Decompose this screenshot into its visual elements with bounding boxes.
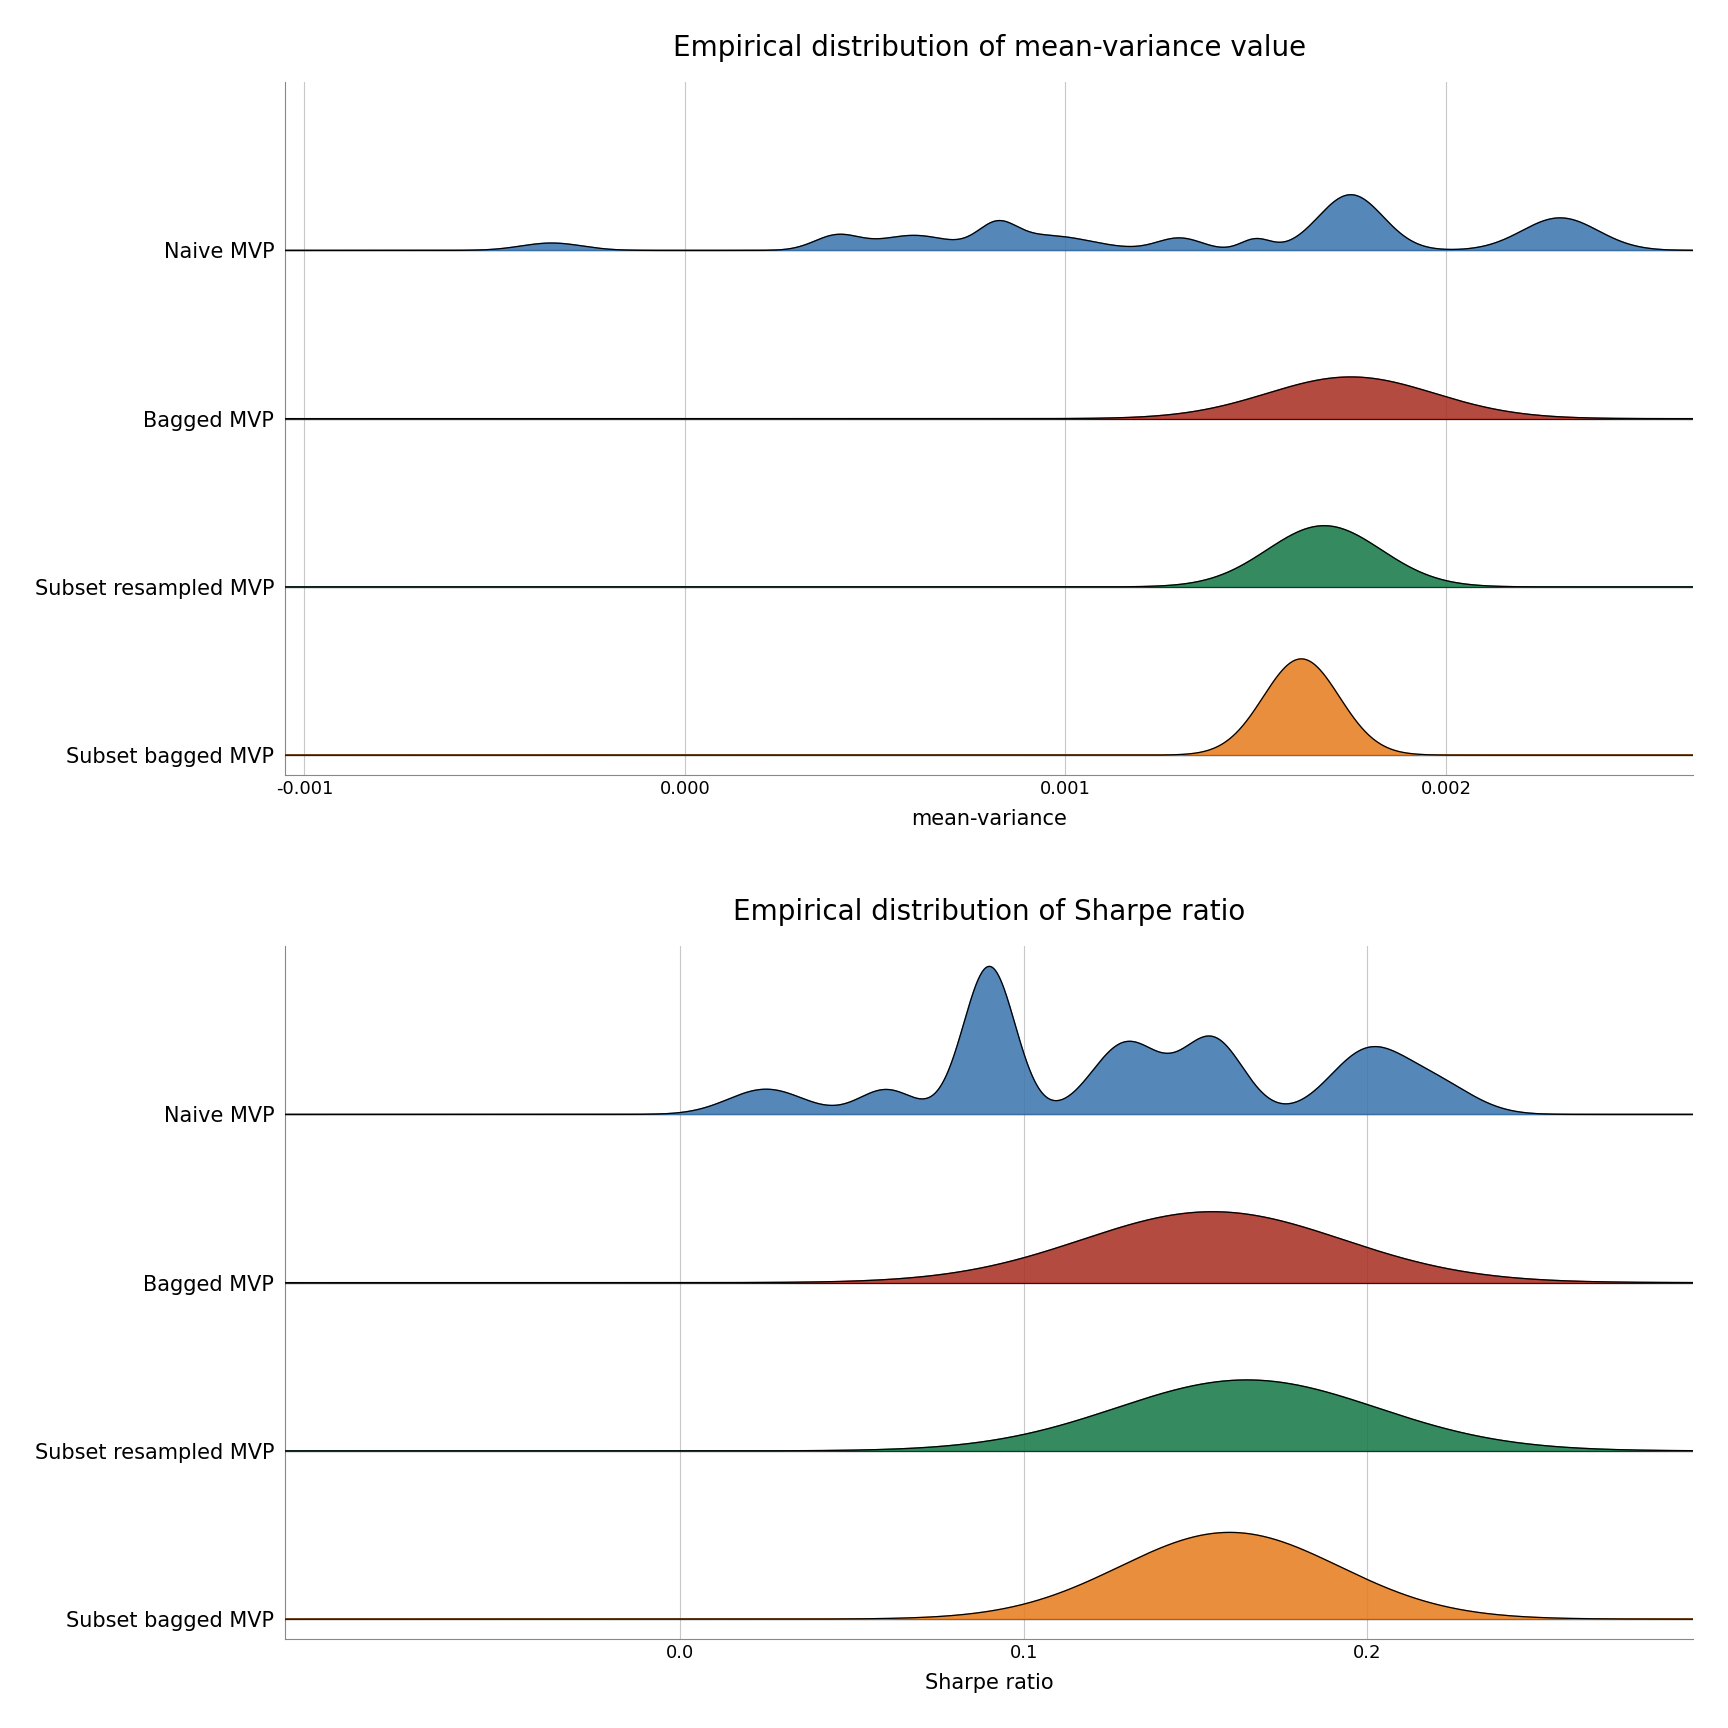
X-axis label: mean-variance: mean-variance: [911, 809, 1068, 829]
Title: Empirical distribution of Sharpe ratio: Empirical distribution of Sharpe ratio: [733, 899, 1246, 926]
Title: Empirical distribution of mean-variance value: Empirical distribution of mean-variance …: [672, 35, 1306, 62]
X-axis label: Sharpe ratio: Sharpe ratio: [924, 1673, 1054, 1693]
